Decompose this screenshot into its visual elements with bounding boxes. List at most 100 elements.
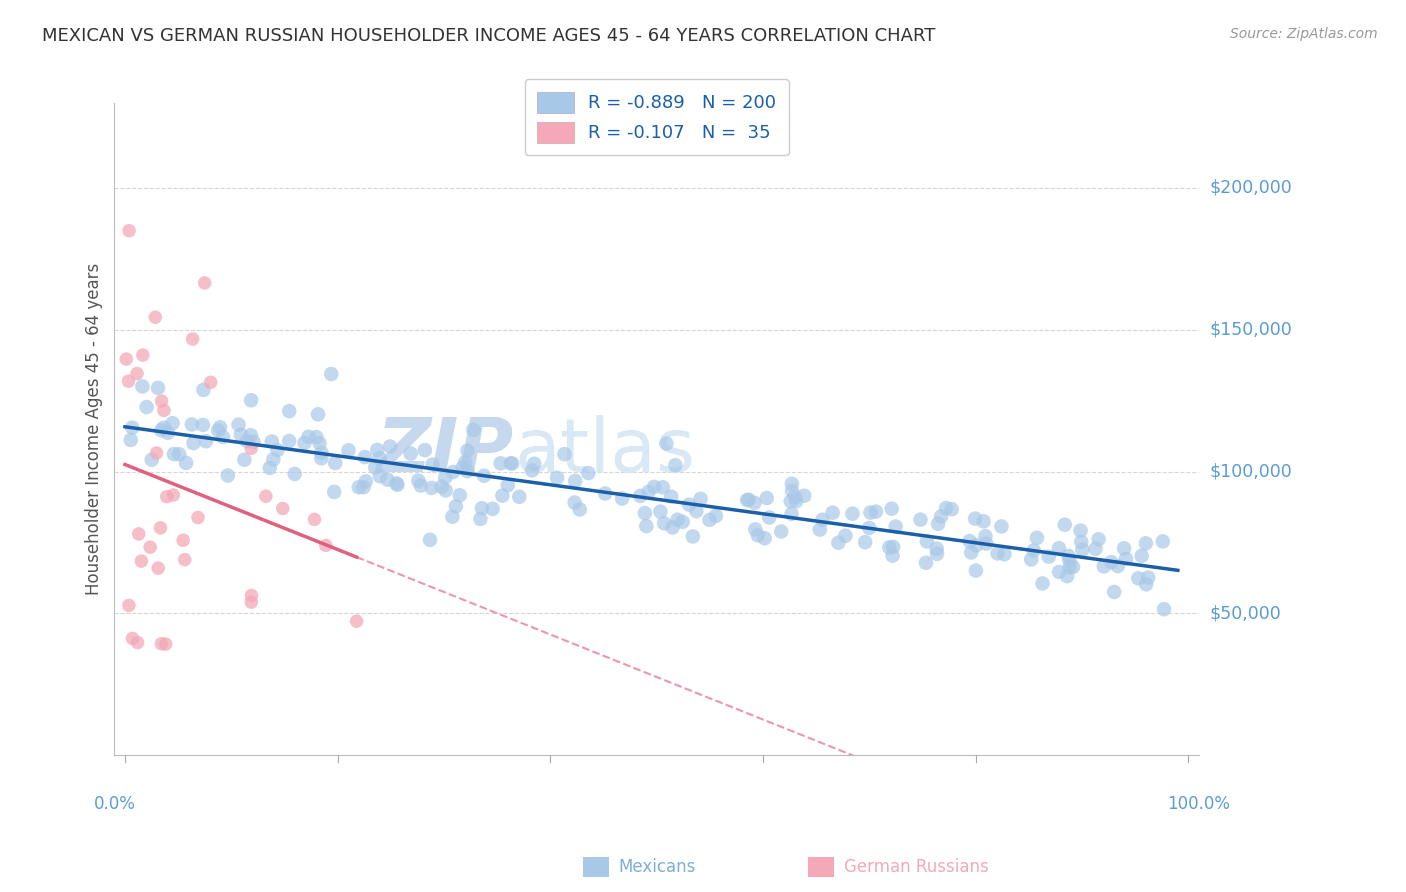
Point bbox=[780, 483, 803, 498]
Point bbox=[785, 494, 807, 508]
Point bbox=[121, 420, 143, 434]
Point bbox=[1107, 559, 1129, 574]
Point bbox=[704, 508, 727, 523]
Point bbox=[1059, 554, 1081, 568]
Point bbox=[661, 520, 683, 534]
Point bbox=[915, 556, 938, 570]
Point bbox=[118, 599, 141, 613]
Point bbox=[254, 489, 277, 503]
Point bbox=[284, 467, 307, 481]
Point bbox=[744, 496, 766, 510]
Y-axis label: Householder Income Ages 45 - 64 years: Householder Income Ages 45 - 64 years bbox=[86, 263, 103, 595]
Point bbox=[652, 516, 675, 531]
Point bbox=[1153, 602, 1175, 616]
Point bbox=[1071, 542, 1094, 557]
Point bbox=[1038, 549, 1060, 564]
Point bbox=[174, 456, 197, 470]
Text: 0.0%: 0.0% bbox=[93, 795, 135, 813]
Point bbox=[634, 506, 657, 520]
Point bbox=[143, 310, 166, 325]
Point bbox=[834, 529, 856, 543]
Point bbox=[387, 477, 409, 491]
Point bbox=[827, 535, 849, 549]
Point bbox=[699, 513, 721, 527]
Point bbox=[434, 470, 457, 484]
Point bbox=[409, 478, 432, 492]
Point bbox=[501, 457, 523, 471]
Point bbox=[990, 519, 1012, 533]
Point bbox=[927, 516, 949, 531]
Point bbox=[118, 224, 141, 238]
Point bbox=[520, 463, 543, 477]
Point bbox=[451, 460, 474, 475]
Point bbox=[636, 519, 658, 533]
Point bbox=[678, 498, 700, 512]
Point bbox=[1135, 536, 1157, 550]
Point bbox=[153, 403, 176, 417]
Point bbox=[420, 481, 443, 495]
Point bbox=[228, 417, 250, 432]
Point bbox=[449, 488, 471, 502]
Point bbox=[508, 490, 530, 504]
Point bbox=[193, 383, 215, 397]
Point bbox=[738, 492, 761, 507]
Point bbox=[117, 374, 139, 388]
Point bbox=[217, 468, 239, 483]
Point bbox=[568, 502, 591, 516]
Point bbox=[664, 458, 686, 473]
Point bbox=[441, 509, 464, 524]
Point bbox=[207, 424, 229, 438]
Point bbox=[346, 614, 368, 628]
Text: MEXICAN VS GERMAN RUSSIAN HOUSEHOLDER INCOME AGES 45 - 64 YEARS CORRELATION CHAR: MEXICAN VS GERMAN RUSSIAN HOUSEHOLDER IN… bbox=[42, 27, 935, 45]
Point bbox=[1059, 560, 1081, 574]
Point bbox=[915, 534, 938, 549]
Point bbox=[121, 632, 143, 646]
Point bbox=[853, 535, 876, 549]
Point bbox=[1047, 541, 1070, 556]
Text: Source: ZipAtlas.com: Source: ZipAtlas.com bbox=[1230, 27, 1378, 41]
Point bbox=[278, 434, 301, 448]
Point bbox=[125, 367, 148, 381]
Point bbox=[294, 435, 316, 450]
Point bbox=[1137, 570, 1160, 584]
Point bbox=[491, 489, 513, 503]
Point bbox=[163, 447, 186, 461]
Point bbox=[959, 534, 981, 549]
Point bbox=[385, 476, 408, 491]
Point bbox=[181, 332, 204, 346]
Point bbox=[366, 442, 388, 457]
Text: $200,000: $200,000 bbox=[1209, 179, 1292, 197]
Point bbox=[973, 514, 995, 528]
Point bbox=[882, 549, 904, 563]
Point bbox=[308, 436, 330, 450]
Point bbox=[399, 446, 422, 460]
Point bbox=[419, 533, 441, 547]
Point bbox=[1057, 549, 1080, 563]
Point bbox=[1087, 533, 1109, 547]
Point bbox=[233, 452, 256, 467]
Point bbox=[347, 480, 370, 494]
Point bbox=[1022, 543, 1045, 558]
Point bbox=[173, 552, 195, 566]
Point bbox=[240, 589, 263, 603]
Point bbox=[1070, 524, 1092, 538]
Point bbox=[884, 519, 907, 533]
Point bbox=[441, 465, 464, 479]
Point bbox=[779, 494, 801, 508]
Point bbox=[858, 521, 880, 535]
Point bbox=[323, 456, 346, 470]
Point bbox=[260, 434, 283, 449]
Point bbox=[965, 511, 987, 525]
Point bbox=[229, 427, 252, 442]
Point bbox=[297, 430, 319, 444]
Point bbox=[242, 434, 264, 449]
Point bbox=[191, 417, 214, 432]
Point bbox=[1031, 576, 1053, 591]
Point bbox=[986, 546, 1008, 560]
Text: 100.0%: 100.0% bbox=[1167, 795, 1230, 813]
Point bbox=[212, 430, 235, 444]
Point bbox=[408, 474, 430, 488]
Point bbox=[194, 276, 217, 290]
Point bbox=[637, 484, 659, 499]
Point bbox=[259, 460, 281, 475]
